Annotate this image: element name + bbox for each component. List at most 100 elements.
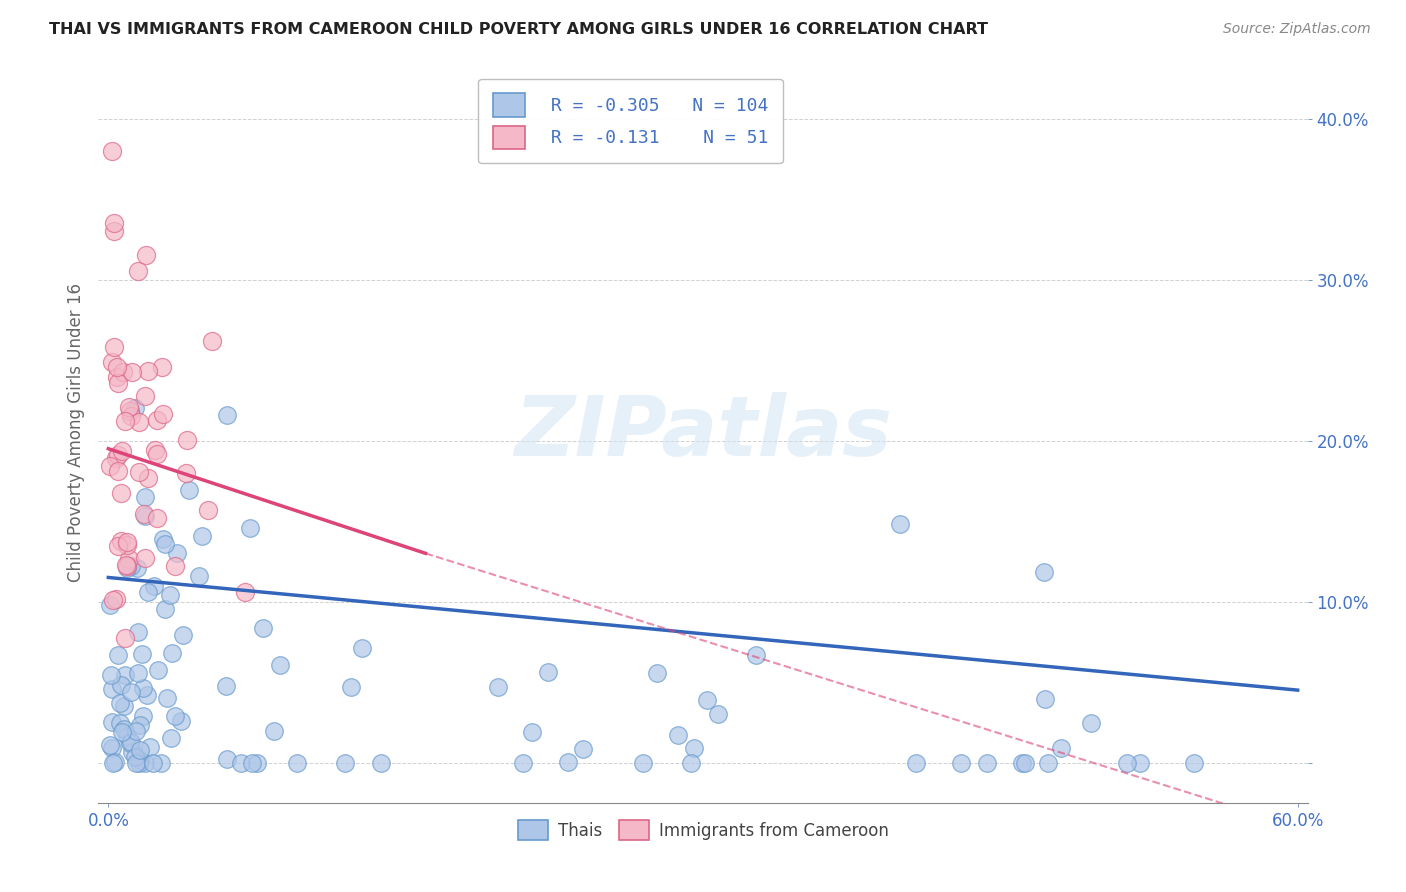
- Point: [217, 752, 239, 766]
- Point: [124, 401, 146, 416]
- Point: [1033, 565, 1056, 579]
- Point: [118, 552, 141, 566]
- Point: [217, 408, 239, 422]
- Point: [117, 538, 139, 552]
- Point: [118, 404, 141, 418]
- Point: [350, 641, 373, 656]
- Point: [146, 447, 169, 461]
- Point: [696, 693, 718, 707]
- Point: [103, 216, 125, 230]
- Y-axis label: Child Poverty Among Girls Under 16: Child Poverty Among Girls Under 16: [66, 283, 84, 582]
- Point: [150, 756, 173, 770]
- Point: [135, 688, 157, 702]
- Point: [114, 668, 136, 682]
- Point: [165, 709, 187, 723]
- Point: [263, 724, 285, 739]
- Text: Source: ZipAtlas.com: Source: ZipAtlas.com: [1223, 22, 1371, 37]
- Point: [633, 756, 655, 770]
- Point: [124, 756, 146, 770]
- Point: [143, 443, 166, 458]
- Point: [101, 682, 124, 697]
- Point: [103, 340, 125, 354]
- Point: [112, 698, 135, 713]
- Point: [148, 663, 170, 677]
- Point: [340, 680, 363, 694]
- Point: [136, 584, 159, 599]
- Point: [197, 503, 219, 517]
- Point: [170, 714, 193, 728]
- Point: [104, 755, 127, 769]
- Point: [166, 546, 188, 560]
- Point: [246, 756, 269, 770]
- Point: [125, 561, 148, 575]
- Point: [160, 646, 183, 660]
- Point: [105, 592, 128, 607]
- Point: [134, 389, 156, 403]
- Point: [129, 743, 152, 757]
- Point: [142, 756, 165, 770]
- Point: [512, 756, 534, 770]
- Point: [146, 413, 169, 427]
- Point: [125, 723, 148, 738]
- Point: [128, 718, 150, 732]
- Point: [152, 532, 174, 546]
- Point: [118, 401, 141, 415]
- Point: [110, 678, 132, 692]
- Point: [645, 666, 668, 681]
- Point: [191, 529, 214, 543]
- Point: [174, 466, 197, 480]
- Point: [142, 578, 165, 592]
- Point: [1116, 756, 1139, 770]
- Point: [177, 483, 200, 498]
- Point: [537, 665, 560, 679]
- Point: [105, 451, 128, 466]
- Point: [134, 508, 156, 523]
- Point: [159, 588, 181, 602]
- Point: [120, 559, 142, 574]
- Point: [1129, 756, 1152, 770]
- Point: [269, 657, 291, 672]
- Point: [127, 264, 149, 278]
- Point: [215, 679, 238, 693]
- Point: [150, 359, 173, 374]
- Point: [128, 465, 150, 479]
- Point: [976, 756, 998, 770]
- Point: [105, 370, 128, 384]
- Point: [114, 414, 136, 428]
- Point: [233, 585, 256, 599]
- Point: [100, 668, 122, 682]
- Point: [121, 366, 143, 380]
- Point: [121, 745, 143, 759]
- Point: [132, 507, 155, 521]
- Point: [128, 415, 150, 429]
- Point: [115, 558, 138, 572]
- Point: [1014, 756, 1036, 770]
- Point: [239, 521, 262, 535]
- Point: [949, 756, 972, 770]
- Point: [132, 709, 155, 723]
- Point: [707, 706, 730, 721]
- Point: [108, 696, 131, 710]
- Point: [115, 561, 138, 575]
- Point: [101, 593, 124, 607]
- Point: [905, 756, 928, 770]
- Point: [287, 756, 309, 770]
- Point: [187, 569, 209, 583]
- Point: [240, 756, 263, 770]
- Point: [107, 464, 129, 478]
- Point: [165, 559, 187, 574]
- Point: [335, 756, 357, 770]
- Point: [110, 716, 132, 731]
- Point: [100, 715, 122, 730]
- Point: [105, 360, 128, 375]
- Point: [134, 756, 156, 770]
- Point: [127, 665, 149, 680]
- Point: [172, 628, 194, 642]
- Point: [146, 511, 169, 525]
- Point: [98, 738, 121, 752]
- Point: [156, 690, 179, 705]
- Point: [889, 516, 911, 531]
- Point: [135, 248, 157, 262]
- Point: [136, 364, 159, 378]
- Point: [176, 433, 198, 447]
